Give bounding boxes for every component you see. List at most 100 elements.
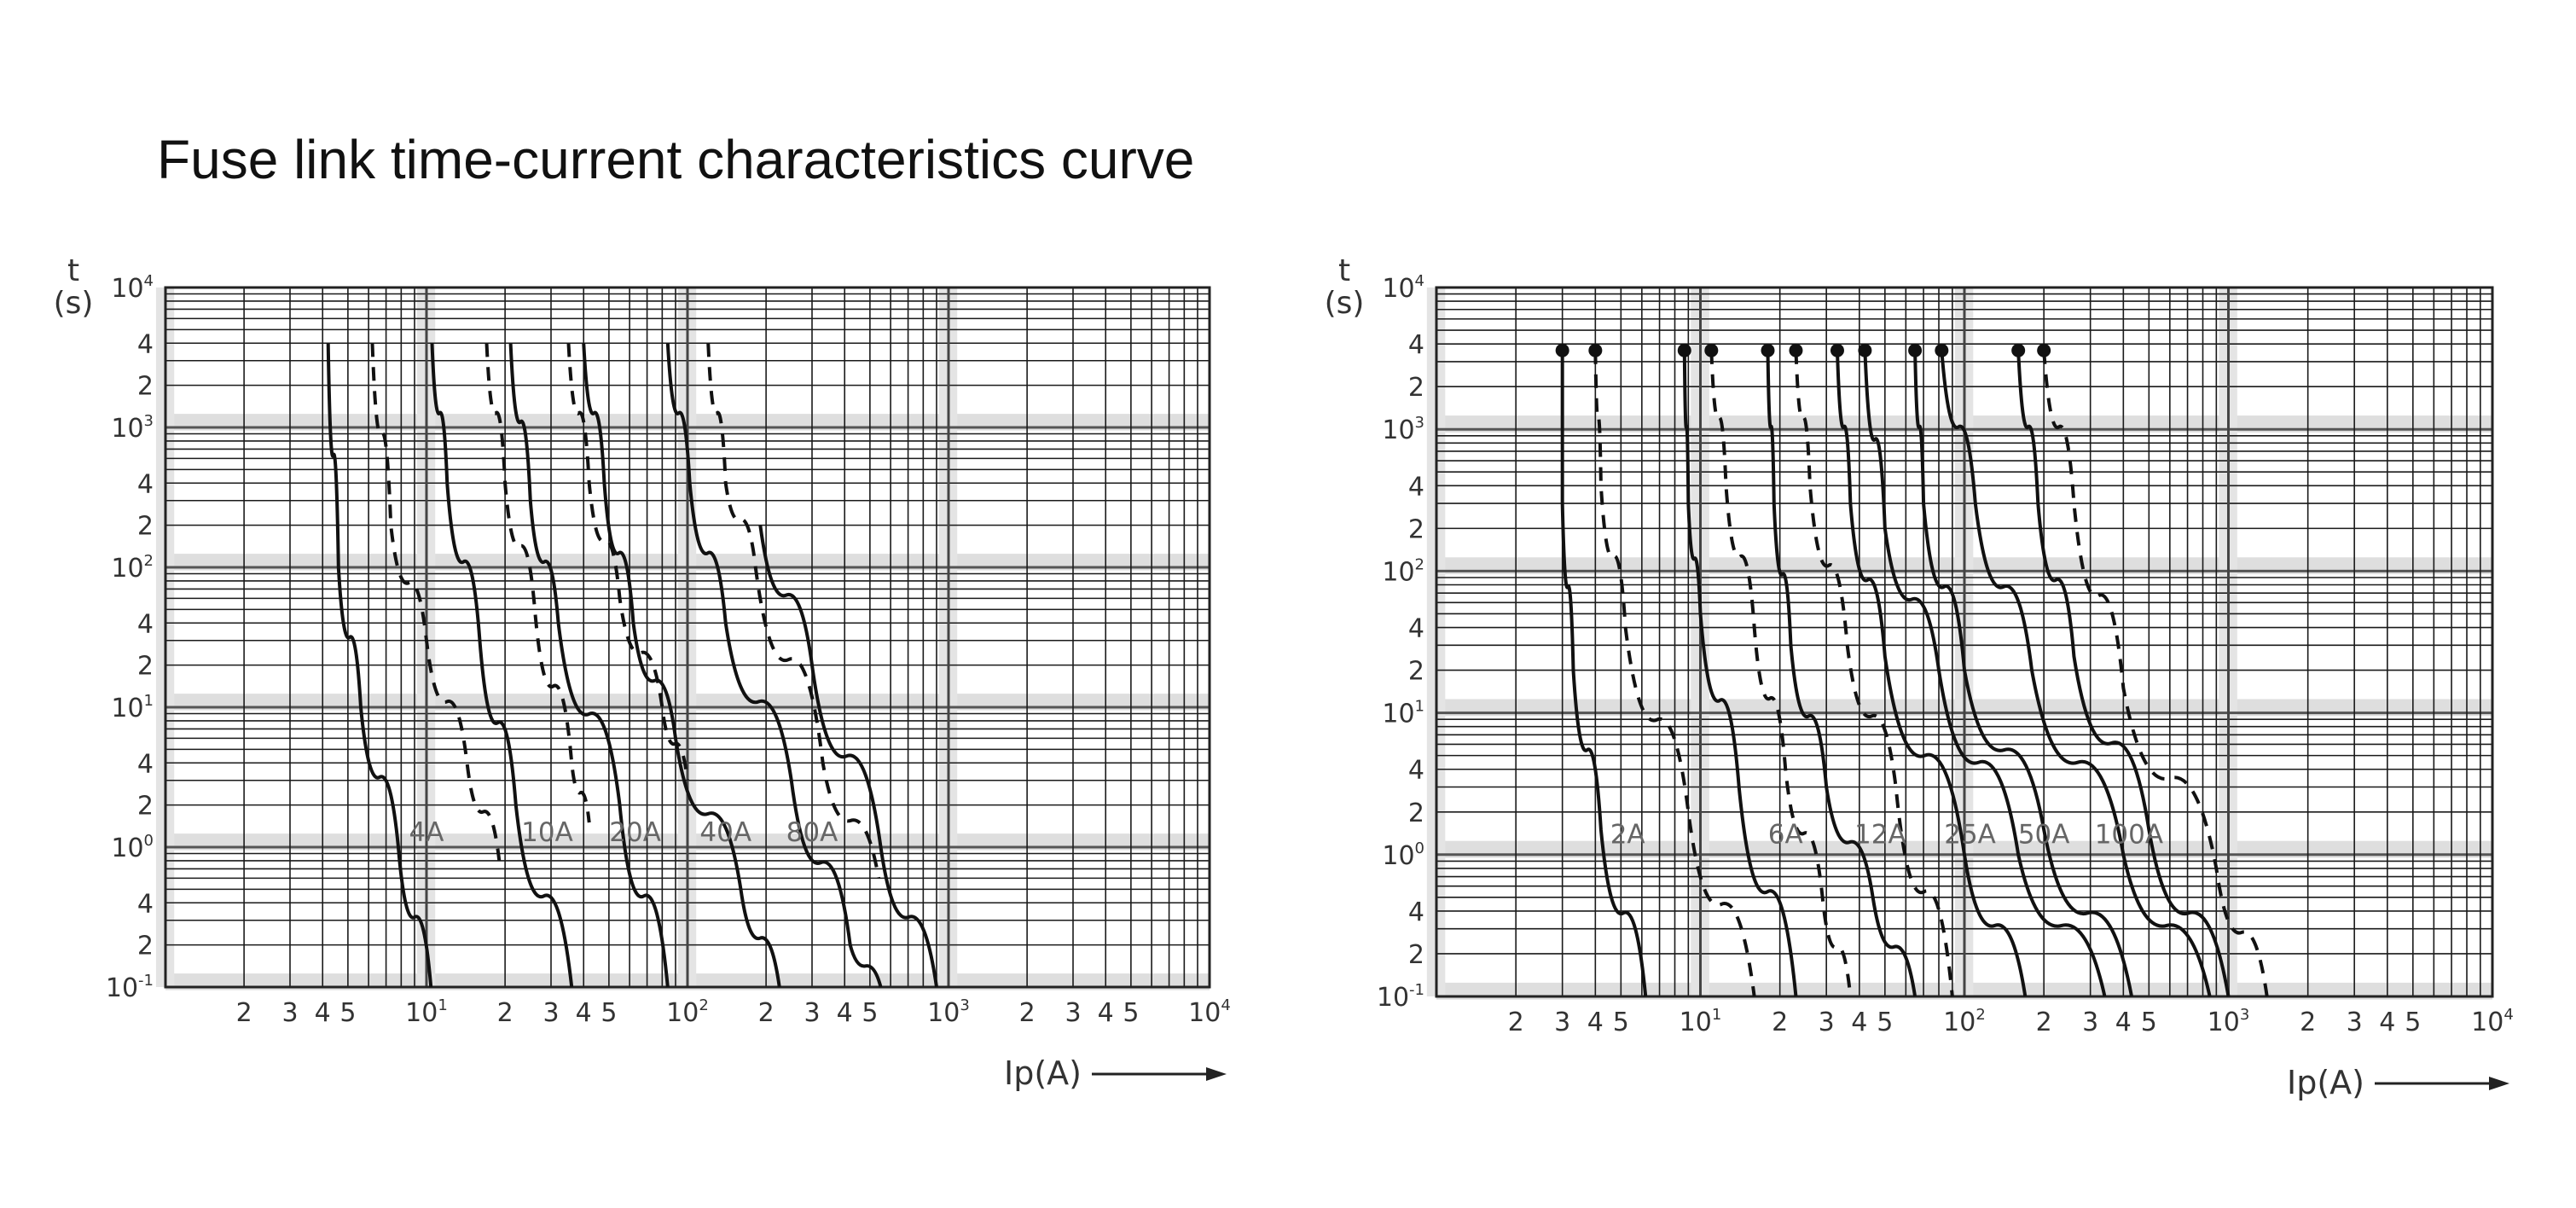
y-tick-label: 4	[1408, 897, 1424, 927]
y-tick-label: 104	[1382, 272, 1424, 304]
plot-frame	[1435, 286, 2494, 998]
x-axis-arrowhead	[2489, 1077, 2509, 1090]
curve-3	[430, 343, 574, 988]
curve-7	[1835, 350, 2028, 997]
x-tick-label: 102	[666, 996, 709, 1028]
curve-7	[582, 343, 781, 988]
curve-10	[758, 525, 938, 988]
x-axis-label: Ip(A)	[2287, 1064, 2364, 1101]
curve-8	[665, 343, 883, 988]
x-tick-label: 104	[2471, 1006, 2514, 1037]
y-tick-label: 2	[137, 652, 154, 682]
y-tick-label: 4	[1408, 330, 1424, 360]
curve-start-marker	[1588, 343, 1603, 357]
y-tick-label: 10-1	[1377, 981, 1424, 1013]
x-tick-label: 4	[2379, 1008, 2395, 1037]
curve-label: 100A	[2095, 820, 2163, 851]
y-tick-label: 4	[1408, 472, 1424, 502]
y-tick-label: 2	[1408, 373, 1424, 403]
x-tick-label: 2	[1772, 1008, 1788, 1037]
x-tick-label: 5	[1123, 998, 1139, 1028]
y-tick-label: 2	[1408, 657, 1424, 687]
x-tick-labels: 2 3 4 5 101 2 3 4 5 102 2 3 4 5 103 2 3 4 5 104	[1508, 1006, 2514, 1037]
y-tick-label: 2	[137, 512, 154, 542]
x-tick-label: 101	[1680, 1006, 1722, 1037]
curve-9	[706, 343, 881, 879]
curve-label: 2A	[1610, 820, 1645, 851]
x-tick-label: 2	[1019, 998, 1036, 1028]
x-tick-label: 2	[2036, 1008, 2052, 1037]
x-tick-label: 2	[1508, 1008, 1524, 1037]
x-tick-label: 3	[1065, 998, 1081, 1028]
x-tick-label: 4	[315, 998, 331, 1028]
curve-start-marker	[1908, 343, 1923, 357]
x-tick-label: 102	[1943, 1006, 1986, 1037]
grid-lines	[1435, 286, 2494, 998]
x-tick-label: 2	[497, 998, 513, 1028]
y-tick-label: 101	[1382, 698, 1424, 729]
curve-5	[1766, 350, 1917, 997]
x-tick-label: 5	[1613, 1008, 1629, 1037]
x-tick-label: 5	[339, 998, 356, 1028]
x-tick-label: 4	[2115, 1008, 2132, 1037]
y-tick-label: 100	[111, 832, 154, 863]
curve-6	[566, 343, 689, 781]
x-tick-label: 101	[405, 996, 448, 1028]
x-tick-label: 4	[1851, 1008, 1867, 1037]
curve-11	[2016, 350, 2231, 997]
y-tick-label: 4	[1408, 756, 1424, 786]
x-tick-label: 3	[281, 998, 298, 1028]
y-tick-label: 4	[137, 889, 154, 919]
x-tick-label: 2	[2300, 1008, 2316, 1037]
curve-1	[326, 343, 433, 988]
y-axis-label-unit: (s)	[54, 286, 94, 321]
curve-5	[508, 343, 670, 988]
x-tick-label: 104	[1188, 996, 1231, 1028]
curve-label: 12A	[1854, 820, 1906, 851]
curve-1	[1560, 350, 1648, 997]
y-tick-label: 4	[137, 329, 154, 359]
curve-12	[2042, 350, 2269, 997]
x-tick-label: 5	[600, 998, 617, 1028]
curve-start-marker	[1830, 343, 1844, 357]
curve-3	[1682, 350, 1798, 997]
curve-start-marker	[1555, 343, 1569, 357]
grid-bands	[1426, 287, 2492, 1000]
x-tick-label: 5	[1877, 1008, 1893, 1037]
y-tick-label: 4	[137, 609, 154, 639]
curve-start-marker	[1761, 343, 1775, 357]
y-tick-labels: 104 4 2 103 4 2 102 4 2 101 4 2 100 4 2 10-1	[1377, 272, 1424, 1013]
curve-4	[1709, 350, 1853, 997]
y-tick-label: 4	[137, 749, 154, 779]
y-tick-label: 101	[111, 692, 154, 723]
x-tick-label: 4	[837, 998, 853, 1028]
x-tick-labels: 2 3 4 5 101 2 3 4 5 102 2 3 4 5 103 2 3 4 5 104	[236, 996, 1231, 1028]
y-tick-label: 103	[111, 412, 154, 444]
y-tick-label: 4	[1408, 614, 1424, 644]
y-tick-label: 2	[137, 792, 154, 822]
x-tick-label: 5	[2405, 1008, 2421, 1037]
curve-start-marker	[1704, 343, 1719, 357]
curve-label: 20A	[609, 817, 661, 848]
y-tick-label: 2	[1408, 799, 1424, 828]
curve-4	[484, 343, 591, 823]
curve-start-marker	[2037, 343, 2051, 357]
curve-9	[1913, 350, 2134, 997]
page-title: Fuse link time-current characteristics c…	[157, 129, 1195, 190]
x-tick-label: 2	[236, 998, 252, 1028]
curve-label: 50A	[2018, 820, 2070, 851]
curve-start-marker	[1935, 343, 1949, 357]
x-tick-label: 2	[758, 998, 775, 1028]
x-tick-label: 5	[2141, 1008, 2157, 1037]
x-tick-label: 4	[576, 998, 592, 1028]
curve-label: 10A	[521, 817, 573, 848]
x-tick-label: 3	[1554, 1008, 1570, 1037]
curve-labels: 4A 10A 20A 40A 80A	[409, 817, 838, 848]
x-tick-label: 4	[1587, 1008, 1604, 1037]
y-tick-label: 102	[1382, 555, 1424, 587]
curve-10	[1940, 350, 2212, 997]
